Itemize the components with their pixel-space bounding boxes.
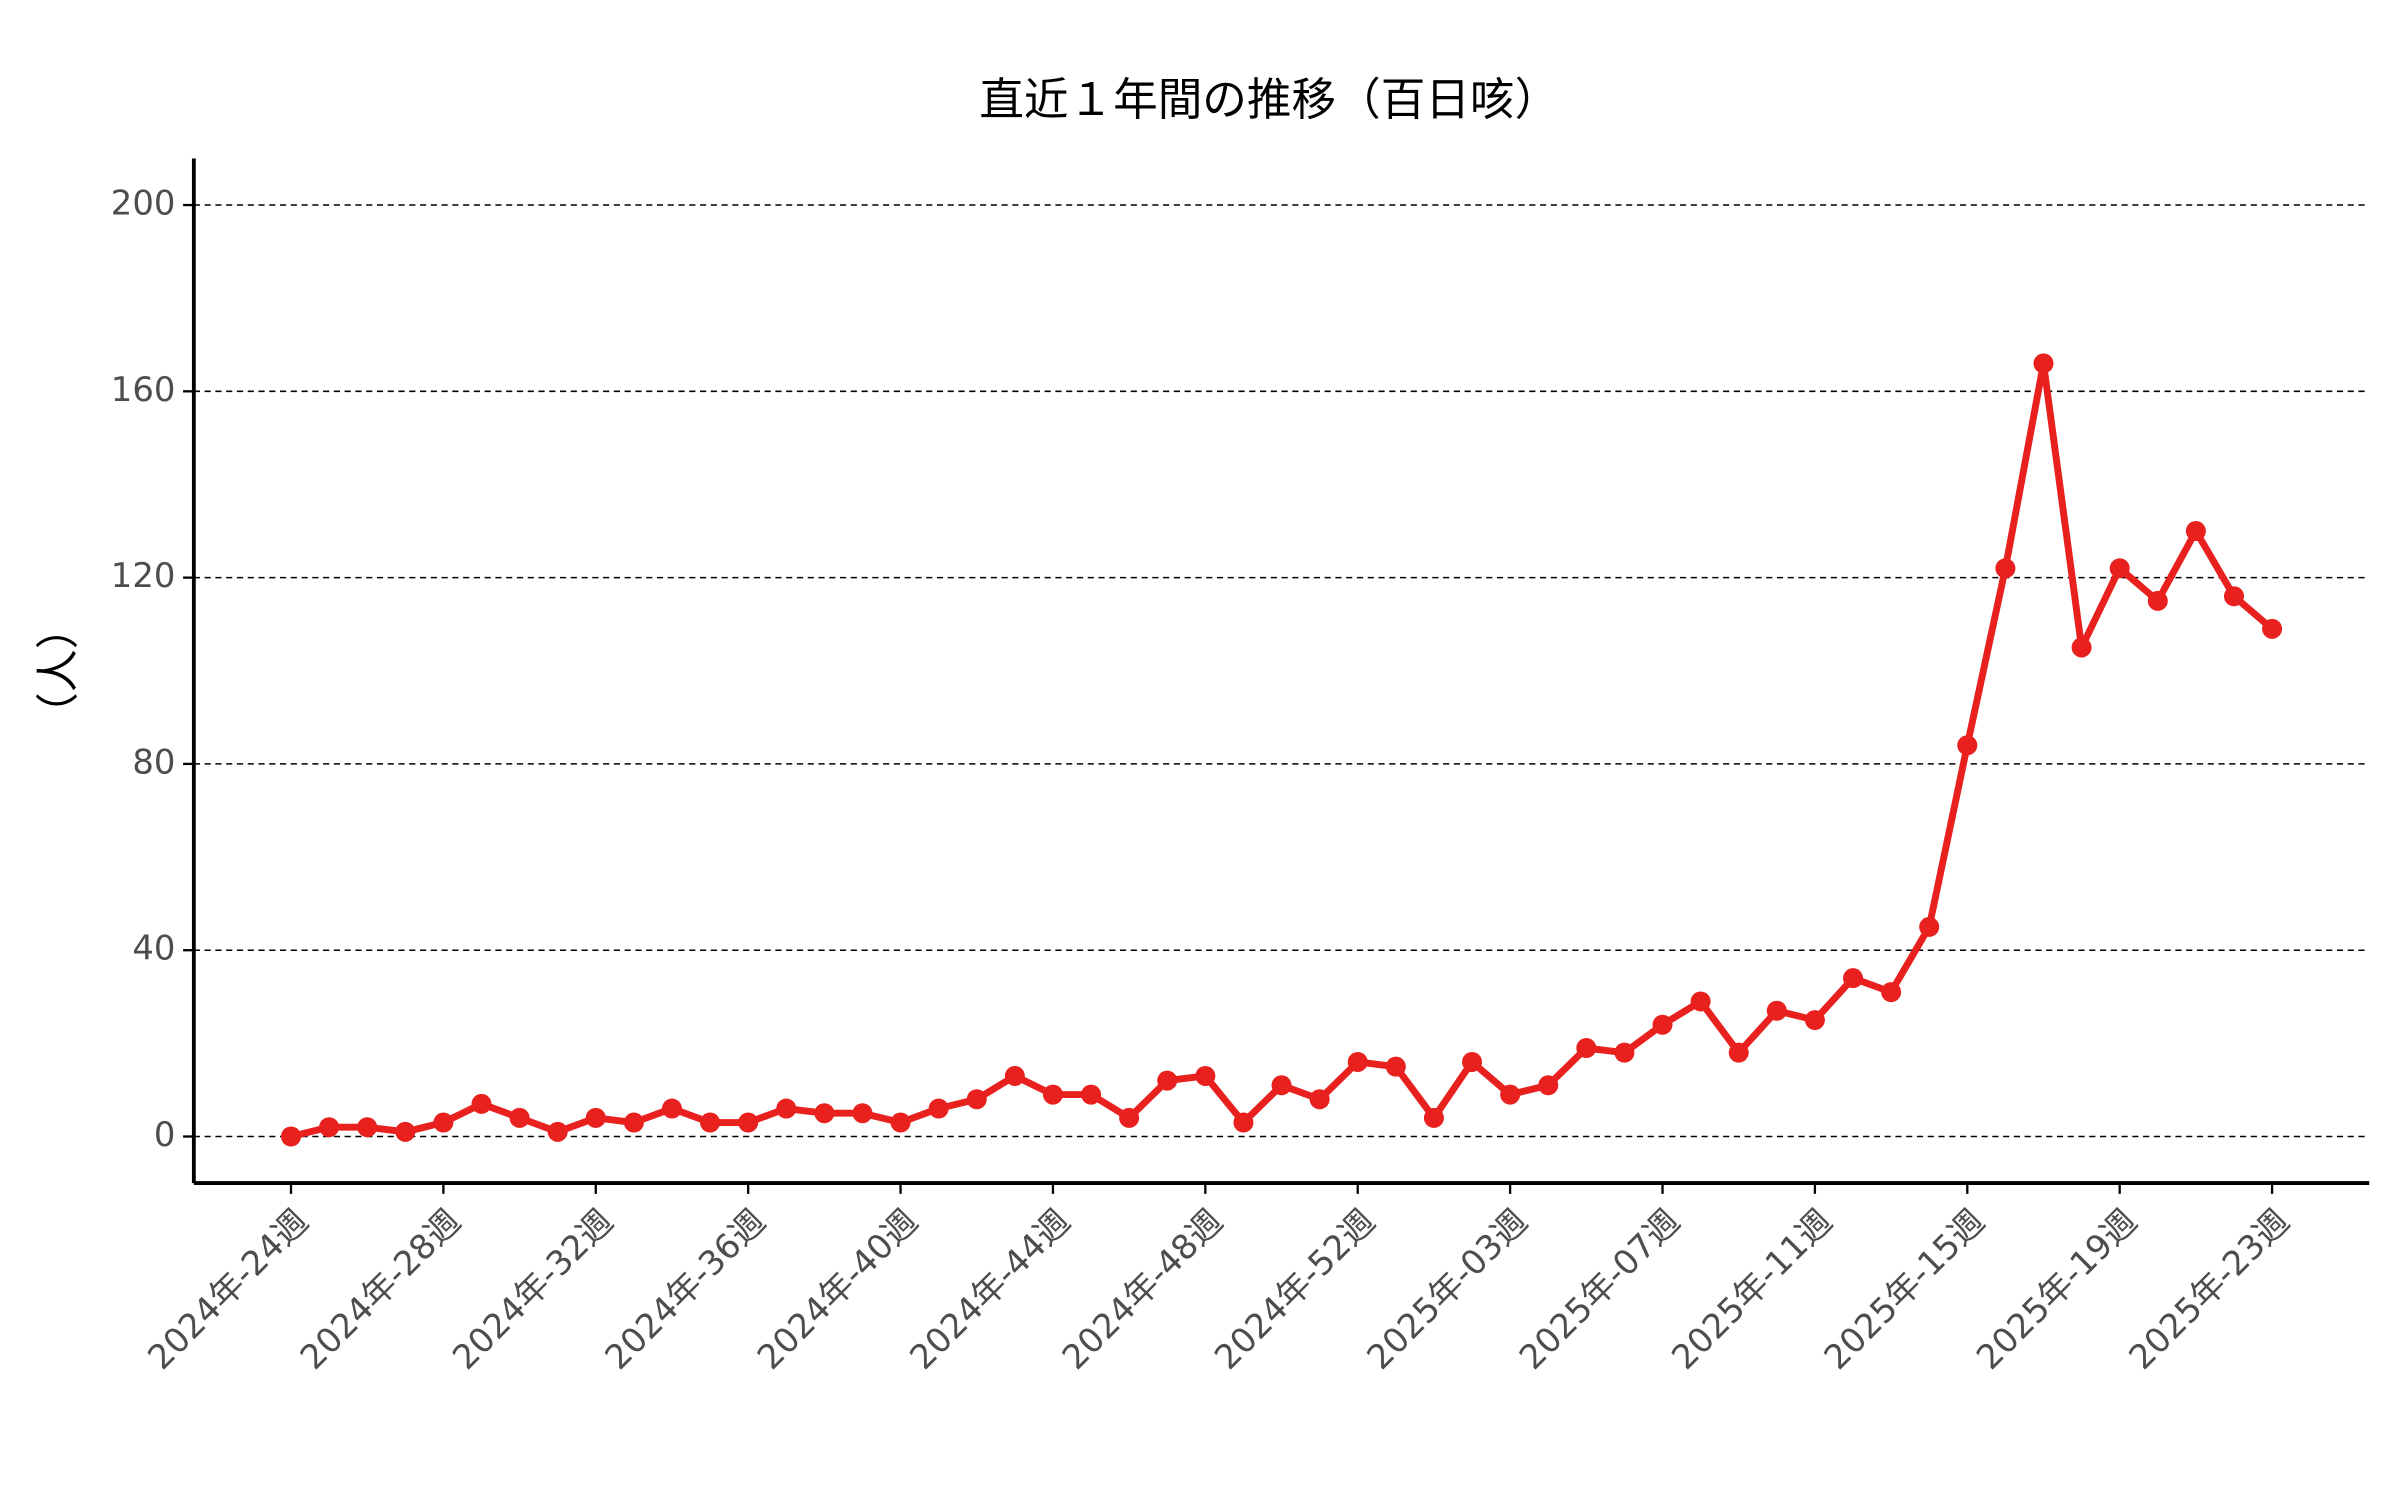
data-point — [661, 1098, 682, 1119]
y-axis-label: （人） — [34, 606, 84, 735]
data-point — [1385, 1056, 1406, 1077]
data-point — [890, 1112, 911, 1133]
data-point — [1423, 1107, 1444, 1128]
data-point — [1614, 1042, 1635, 1063]
data-point — [1347, 1051, 1368, 1072]
data-point — [738, 1112, 759, 1133]
x-tick-label: 2024年-32週 — [445, 1202, 620, 1377]
x-tick-label: 2024年-48週 — [1055, 1202, 1230, 1377]
data-point — [1081, 1084, 1102, 1105]
data-point — [2033, 353, 2054, 374]
data-point — [585, 1107, 606, 1128]
data-point — [319, 1117, 340, 1138]
data-point — [433, 1112, 454, 1133]
data-point — [1538, 1075, 1559, 1096]
data-point — [852, 1103, 873, 1124]
y-tick-label: 160 — [111, 370, 176, 409]
data-point — [2147, 590, 2168, 611]
x-tick-label: 2025年-03週 — [1359, 1202, 1534, 1377]
x-tick-label: 2024年-44週 — [902, 1202, 1077, 1377]
data-point — [1004, 1065, 1025, 1086]
data-point — [1157, 1070, 1178, 1091]
data-point — [2262, 618, 2283, 639]
data-point — [1233, 1112, 1254, 1133]
data-point — [395, 1121, 416, 1142]
data-point — [1690, 991, 1711, 1012]
data-point — [700, 1112, 721, 1133]
x-tick-label: 2024年-24週 — [140, 1202, 315, 1377]
data-point — [623, 1112, 644, 1133]
data-point — [1843, 968, 1864, 989]
y-tick-label: 40 — [132, 929, 175, 968]
data-point — [776, 1098, 797, 1119]
x-tick-label: 2024年-40週 — [750, 1202, 925, 1377]
data-point — [1462, 1051, 1483, 1072]
y-tick-label: 200 — [111, 184, 176, 223]
x-tick-label: 2024年-52週 — [1207, 1202, 1382, 1377]
data-point — [1195, 1065, 1216, 1086]
x-tick-label: 2025年-11週 — [1664, 1202, 1839, 1377]
data-point — [966, 1089, 987, 1110]
data-point — [1995, 558, 2016, 579]
data-point — [1500, 1084, 1521, 1105]
data-point — [547, 1121, 568, 1142]
x-tick-label: 2025年-07週 — [1512, 1202, 1687, 1377]
x-tick-label: 2025年-19週 — [1969, 1202, 2144, 1377]
data-point — [1576, 1038, 1597, 1059]
data-point — [928, 1098, 949, 1119]
y-tick-label: 80 — [132, 742, 175, 781]
data-point — [280, 1126, 301, 1147]
x-tick-label: 2024年-28週 — [293, 1202, 468, 1377]
data-point — [471, 1093, 492, 1114]
data-point — [814, 1103, 835, 1124]
data-point — [1119, 1107, 1140, 1128]
data-point — [1042, 1084, 1063, 1105]
data-point — [2071, 637, 2092, 658]
data-point — [1309, 1089, 1330, 1110]
y-tick-label: 0 — [154, 1115, 176, 1154]
chart-title: 直近１年間の推移（百日咳） — [979, 74, 1559, 126]
data-point — [509, 1107, 530, 1128]
data-point — [1271, 1075, 1292, 1096]
data-point — [1728, 1042, 1749, 1063]
data-point — [1652, 1014, 1673, 1035]
data-point — [357, 1117, 378, 1138]
data-point — [1766, 1000, 1787, 1021]
data-point — [1919, 916, 1940, 937]
x-tick-label: 2025年-15週 — [1817, 1202, 1992, 1377]
data-point — [2185, 521, 2206, 542]
y-tick-label: 120 — [111, 556, 176, 595]
data-point — [1881, 982, 1902, 1003]
data-point — [1804, 1010, 1825, 1031]
x-tick-label: 2025年-23週 — [2121, 1202, 2296, 1377]
data-point — [1957, 735, 1978, 756]
x-tick-label: 2024年-36週 — [597, 1202, 772, 1377]
data-point — [2109, 558, 2130, 579]
data-point — [2223, 586, 2244, 607]
